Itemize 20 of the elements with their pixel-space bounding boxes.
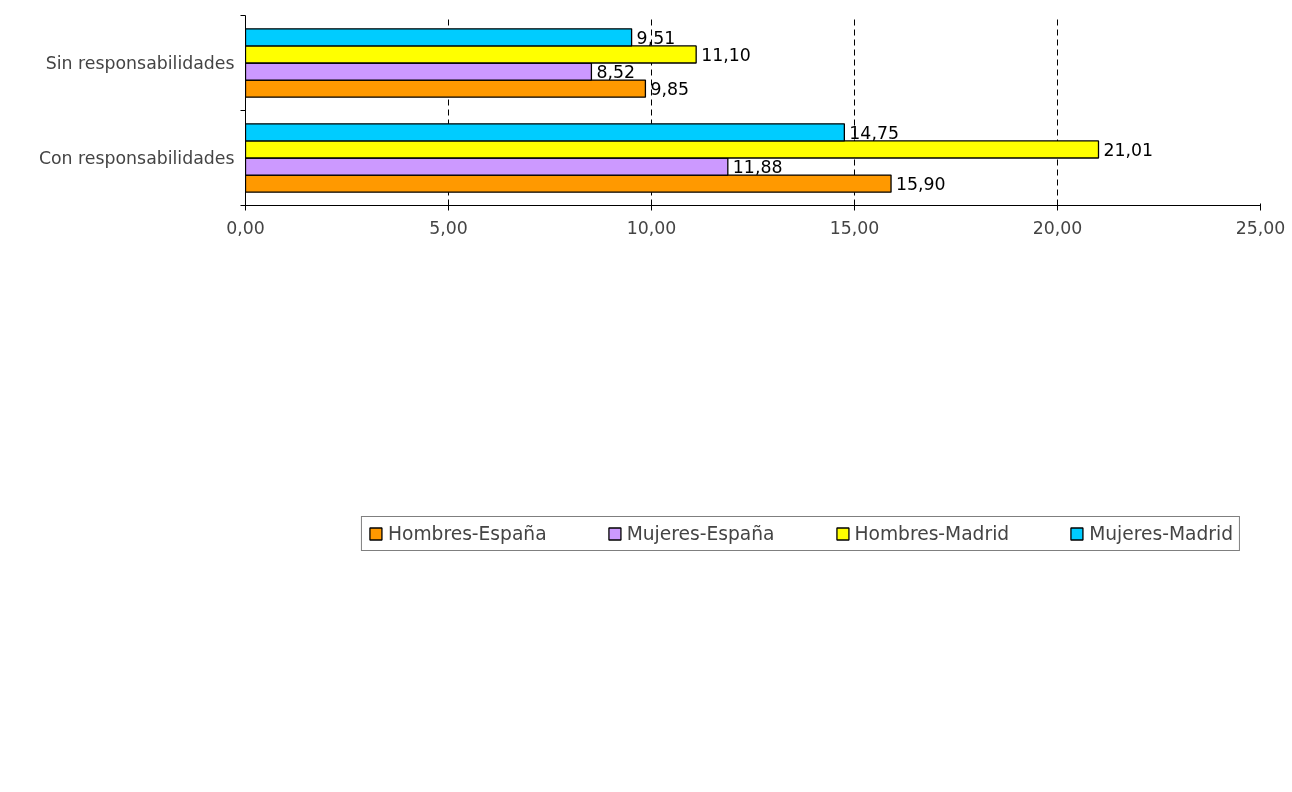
legend-label: Hombres-Madrid xyxy=(854,522,1010,544)
x-tick-label: 20,00 xyxy=(1032,217,1083,238)
data-label: 9,85 xyxy=(650,79,689,100)
data-label: 14,75 xyxy=(849,122,899,143)
x-tick-label: 10,00 xyxy=(626,217,677,238)
legend-label: Hombres-España xyxy=(387,522,547,544)
y-tick-label: Con responsabilidades xyxy=(38,148,235,168)
data-label: 15,90 xyxy=(896,174,946,195)
y-tick-label: Sin responsabilidades xyxy=(45,53,235,73)
legend-label: Mujeres-España xyxy=(626,522,775,544)
x-tick-label: 25,00 xyxy=(1235,217,1286,238)
legend-label: Mujeres-Madrid xyxy=(1089,522,1233,544)
x-tick-label: 0,00 xyxy=(226,217,265,238)
data-label: 8,52 xyxy=(596,62,636,83)
data-label: 11,10 xyxy=(701,44,751,65)
x-tick-label: 15,00 xyxy=(829,217,880,238)
data-label: 21,01 xyxy=(1103,139,1154,160)
data-label: 9,51 xyxy=(636,27,676,48)
data-label: 11,88 xyxy=(732,157,783,178)
x-tick-label: 5,00 xyxy=(429,217,468,238)
